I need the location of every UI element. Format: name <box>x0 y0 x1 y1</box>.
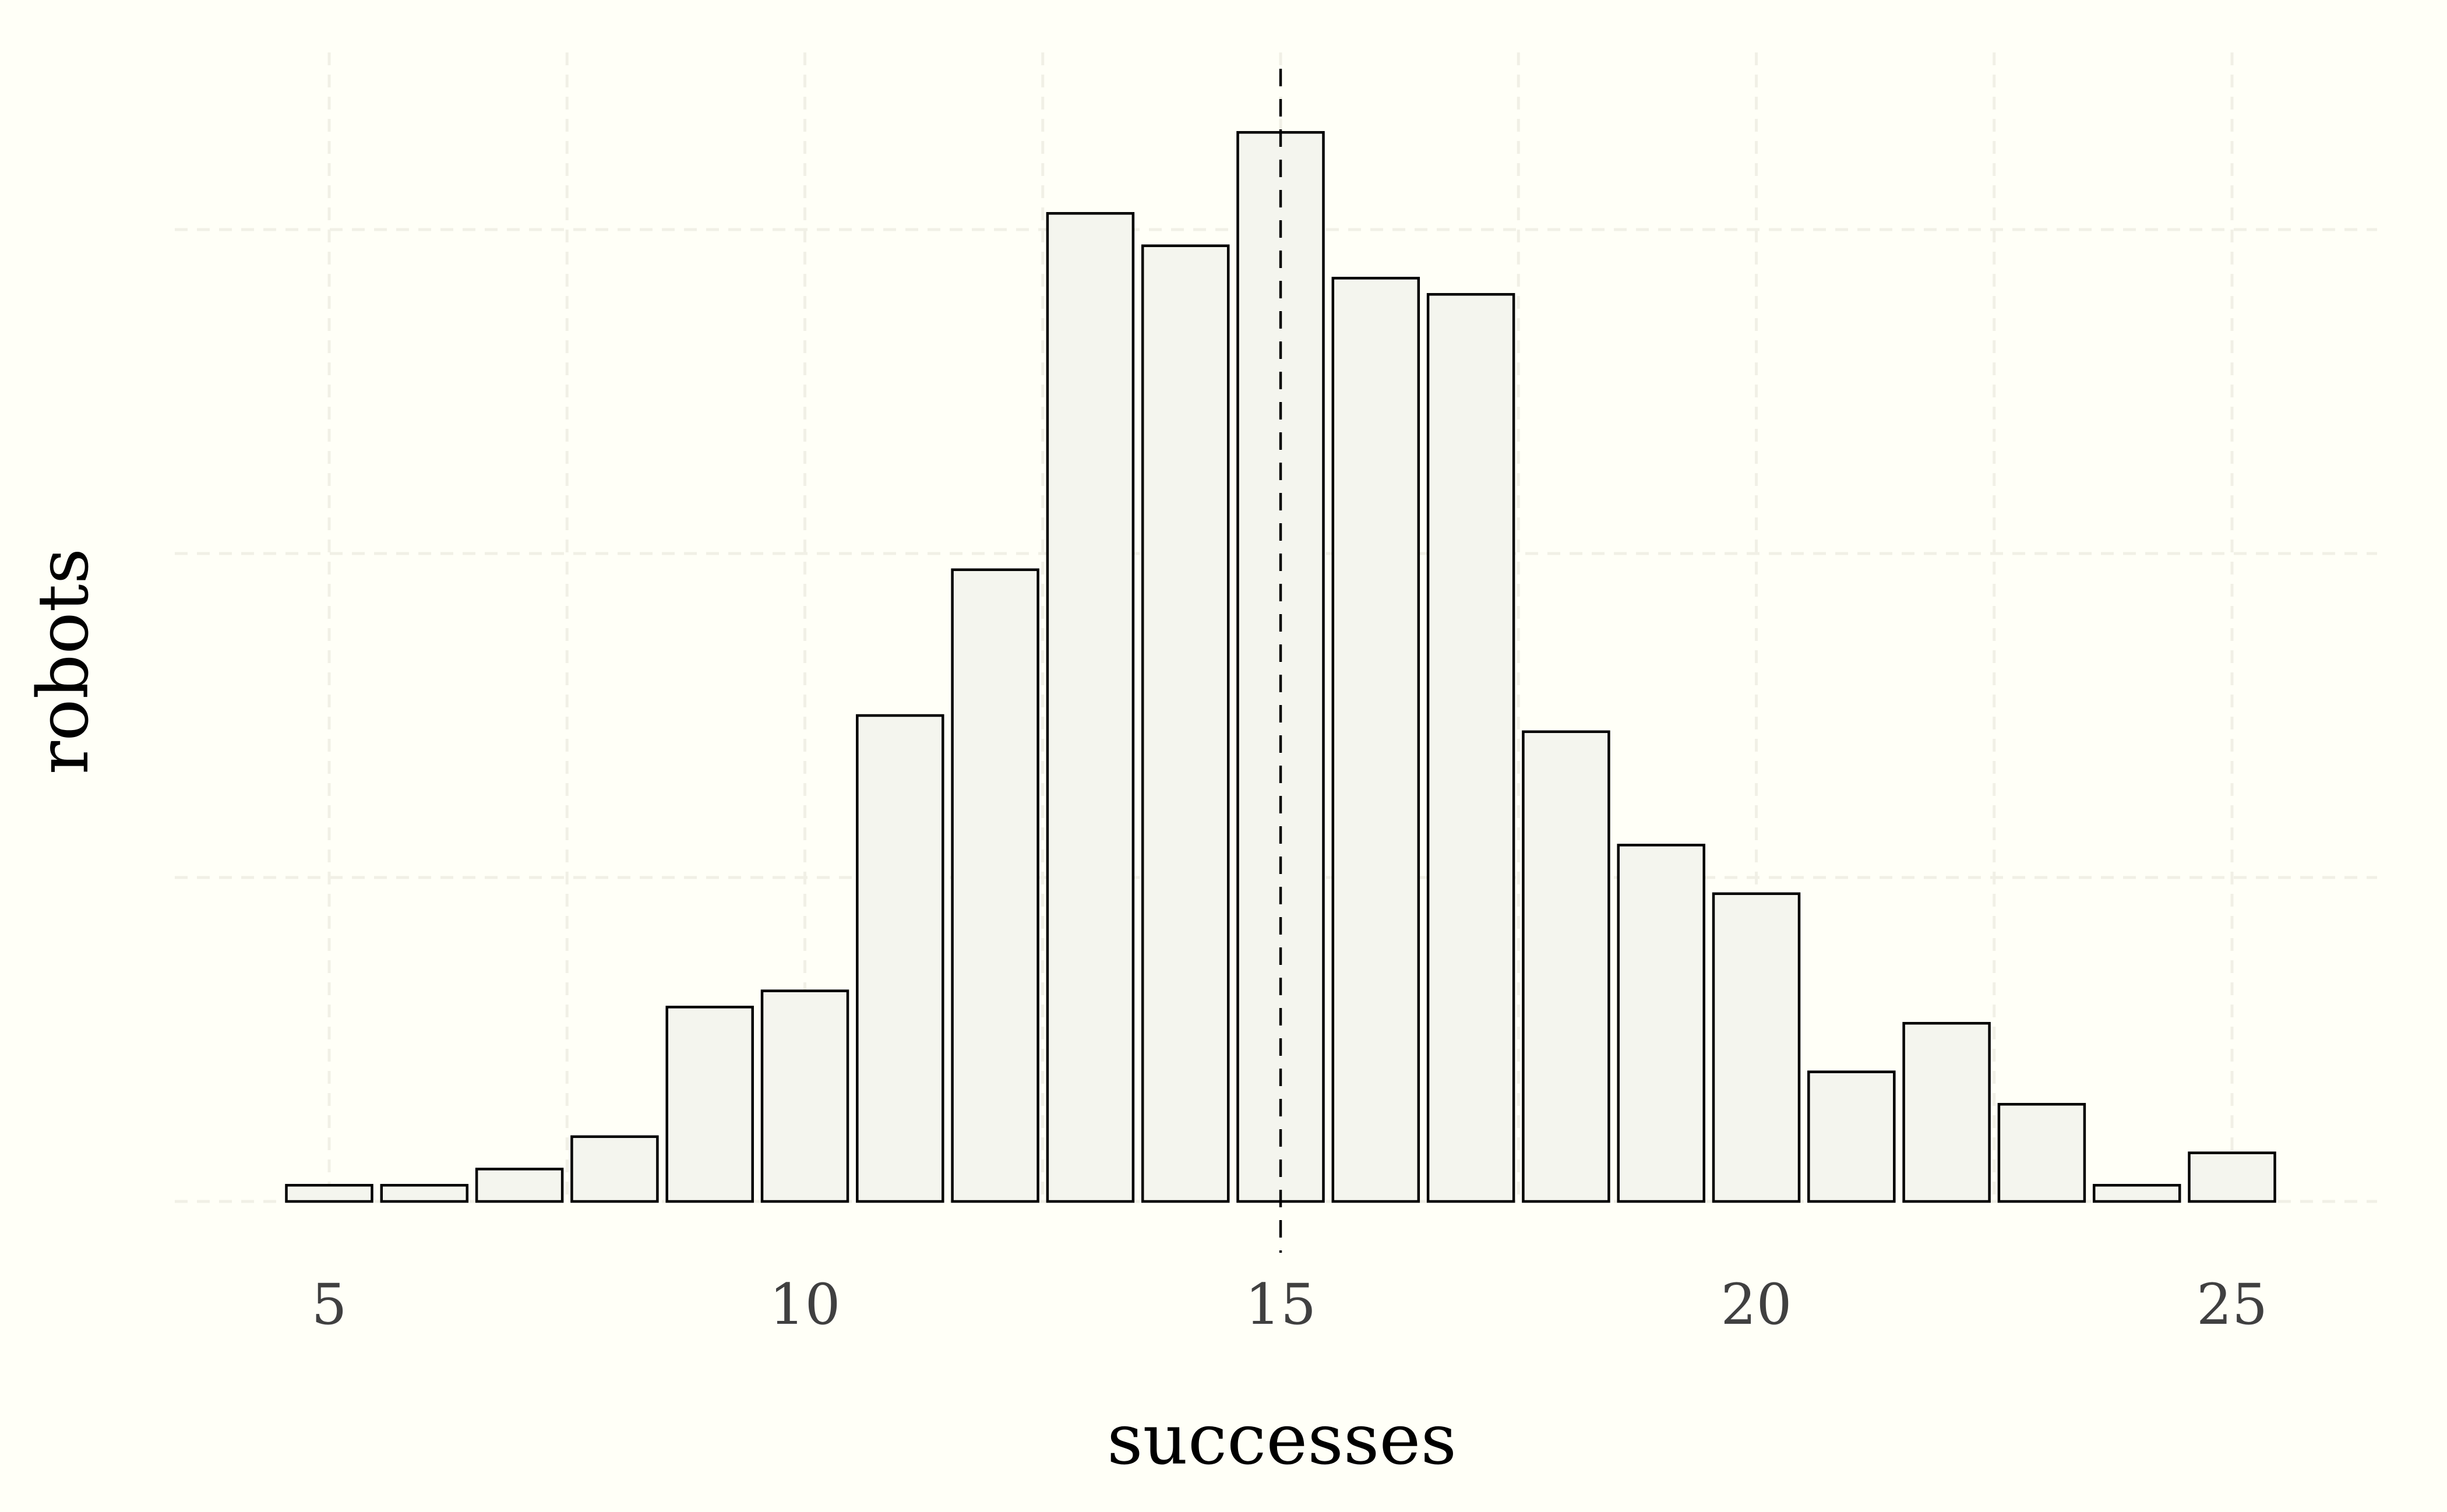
histogram-bar <box>570 1135 659 1203</box>
histogram-bar <box>380 1183 469 1203</box>
x-tick-label: 20 <box>1720 1272 1792 1337</box>
histogram-bar <box>1712 892 1801 1203</box>
x-axis-title: successes <box>1107 1400 1457 1481</box>
x-tick-label: 10 <box>769 1272 840 1337</box>
histogram-bar <box>285 1183 373 1203</box>
histogram-bar <box>1331 277 1420 1203</box>
histogram-bar <box>475 1168 564 1203</box>
histogram-bar <box>1902 1021 1991 1203</box>
histogram-bar <box>760 989 849 1203</box>
y-axis-title: robots <box>23 548 104 774</box>
histogram-bar <box>1426 292 1515 1203</box>
histogram-bar <box>1141 244 1230 1203</box>
x-tick-label: 25 <box>2196 1272 2268 1337</box>
bars <box>285 131 2276 1203</box>
histogram-bar <box>2188 1151 2276 1203</box>
histogram-bar <box>951 568 1039 1203</box>
x-tick-label: 15 <box>1245 1272 1316 1337</box>
histogram-bar <box>2092 1183 2181 1203</box>
histogram-bar <box>1617 844 1705 1203</box>
histogram-bar <box>1522 730 1610 1203</box>
x-tick-label: 5 <box>311 1272 347 1337</box>
histogram-bar <box>1807 1070 1896 1203</box>
histogram-bar <box>1046 212 1135 1203</box>
histogram-bar <box>665 1006 754 1203</box>
histogram-bar <box>1997 1102 2086 1203</box>
x-tick-labels: 5 10 15 20 25 <box>311 1272 2268 1337</box>
histogram-bar <box>856 714 944 1203</box>
